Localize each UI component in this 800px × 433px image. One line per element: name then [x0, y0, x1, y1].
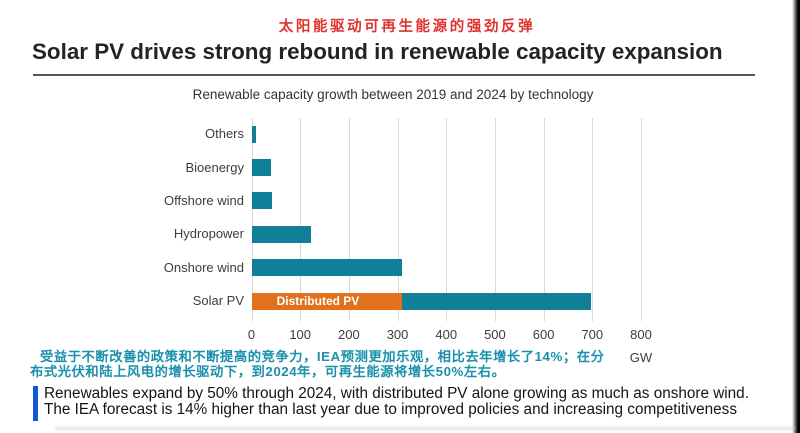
category-label-bioenergy: Bioenergy: [185, 159, 244, 175]
x-tick-100: 100: [289, 326, 312, 342]
footer-note: Renewables expand by 50% through 2024, w…: [33, 385, 749, 421]
chinese-note-line1: 受益于不断改善的政策和不断提高的竞争力，IEA预测更加乐观，相比去年增长了14%…: [40, 348, 605, 364]
category-label-solar-pv: Solar PV: [192, 293, 244, 308]
x-tick-300: 300: [386, 326, 409, 342]
right-edge-strip: [792, 0, 800, 433]
footer-line1: Renewables expand by 50% through 2024, w…: [44, 385, 749, 402]
bar-others: [251, 125, 256, 143]
category-label-offshore-wind: Offshore wind: [164, 192, 244, 208]
footer-accent-bar: [33, 386, 38, 421]
distributed-pv-label: Distributed PV: [276, 294, 360, 308]
bar-hydropower: [251, 225, 311, 243]
gridline-100: [300, 118, 302, 321]
x-tick-0: 0: [247, 326, 256, 342]
bottom-edge-smear: [55, 427, 795, 430]
x-tick-500: 500: [484, 326, 506, 342]
chinese-note: 受益于不断改善的政策和不断提高的竞争力，IEA预测更加乐观，相比去年增长了14%…: [30, 349, 670, 380]
chinese-title: 太阳能驱动可再生能源的强劲反弹: [278, 19, 536, 35]
category-label-onshore-wind: Onshore wind: [163, 259, 244, 275]
bar-solar-pv-seg0: [251, 292, 403, 310]
x-tick-400: 400: [435, 326, 458, 342]
footer-line2: The IEA forecast is 14% higher than last…: [44, 401, 737, 419]
gridline-400: [446, 118, 448, 321]
page-title: Solar PV drives strong rebound in renewa…: [32, 39, 723, 64]
gridline-300: [397, 118, 399, 321]
x-tick-800: 800: [630, 326, 652, 342]
gridline-700: [592, 118, 594, 321]
gridline-600: [543, 118, 545, 321]
bar-bioenergy: [251, 159, 271, 177]
bar-solar-pv-seg1: [402, 292, 591, 310]
gridline-800: [641, 118, 642, 321]
category-label-hydropower: Hydropower: [173, 226, 244, 242]
footer-text: Renewables expand by 50% through 2024, w…: [44, 385, 749, 421]
x-tick-600: 600: [532, 326, 555, 342]
gridline-500: [494, 118, 496, 321]
bar-onshore-wind: [251, 259, 403, 277]
axis-unit-label: GW: [629, 349, 653, 365]
chart-title: Renewable capacity growth between 2019 a…: [192, 87, 594, 102]
bar-offshore-wind: [251, 192, 273, 210]
gridline-200: [348, 118, 350, 321]
title-divider: [33, 74, 755, 76]
chinese-note-line2: 布式光伏和陆上风电的增长驱动下，到2024年，可再生能源将增长50%左右。: [30, 364, 506, 380]
category-label-others: Others: [204, 126, 244, 142]
x-tick-700: 700: [581, 326, 604, 342]
gridline-0: [251, 118, 253, 321]
x-tick-200: 200: [338, 326, 360, 342]
